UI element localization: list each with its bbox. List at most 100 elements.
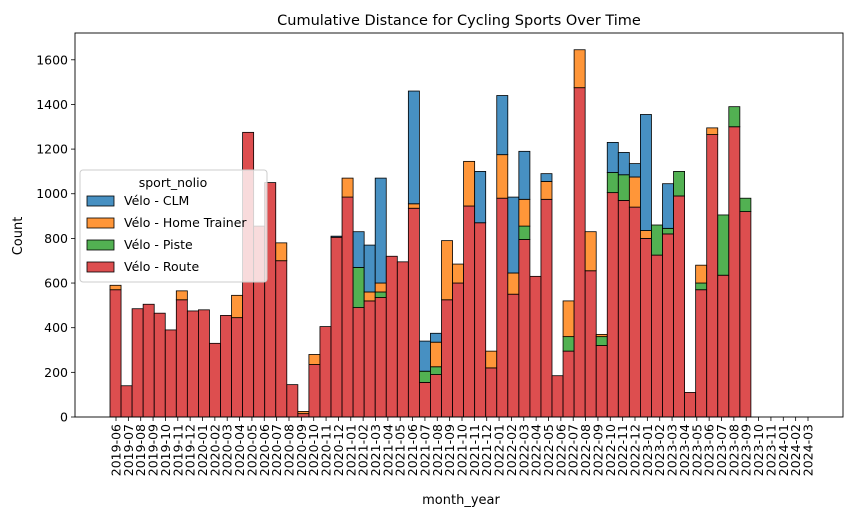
bar-segment [662,183,674,229]
x-tick-label: 2022-03 [516,424,531,476]
y-tick-label: 1200 [36,142,68,157]
y-tick-label: 200 [44,365,68,380]
x-tick-label: 2021-11 [467,424,482,476]
bar-segment [319,326,332,418]
bar-segment [109,284,122,291]
bar-segment [407,90,420,205]
bar-segment [308,354,321,365]
y-tick-label: 600 [44,276,68,291]
x-tick-label: 2022-10 [603,424,618,476]
bar-segment [673,171,685,197]
x-tick-label: 2023-11 [763,424,778,476]
legend-swatch [86,239,115,251]
bar-segment [706,134,719,418]
bar-segment [562,300,575,338]
bar-segment [617,200,630,418]
bar-segment [518,225,531,240]
x-tick-label: 2022-02 [504,424,519,476]
bar-segment [595,333,608,338]
x-tick-label: 2019-11 [170,424,185,476]
bar-segment [352,307,365,418]
bars-layer [109,49,752,418]
bar-segment [363,291,376,302]
y-tick-label: 1400 [36,97,68,112]
bar-segment [374,177,387,284]
x-tick-label: 2022-07 [566,424,581,476]
bar-segment [606,172,619,194]
bar-segment [562,350,575,418]
bar-segment [407,207,420,418]
legend: sport_nolio Vélo - CLM Vélo - Home Traine… [79,169,268,283]
bar-segment [496,154,509,199]
x-tick-label: 2023-06 [702,424,717,476]
bar-segment [662,227,674,235]
bar-segment [131,308,144,418]
x-tick-label: 2022-06 [553,424,568,476]
x-tick-label: 2023-03 [665,424,680,476]
bar-segment [430,341,442,368]
bar-segment [474,171,487,224]
bar-segment [595,345,608,418]
x-tick-label: 2019-10 [158,424,173,476]
bar-segment [728,126,741,418]
x-tick-label: 2021-05 [393,424,408,476]
x-tick-label: 2021-10 [455,424,470,476]
bar-segment [628,206,641,418]
bar-segment [485,350,498,369]
bar-segment [640,230,652,239]
bar-segment [297,413,310,418]
x-tick-label: 2020-07 [269,424,284,476]
y-tick-label: 400 [44,320,68,335]
bar-segment [220,315,232,418]
y-tick-label: 800 [44,231,68,246]
x-tick-label: 2020-05 [244,424,259,476]
x-tick-label: 2022-11 [615,424,630,476]
bar-segment [651,254,663,418]
x-tick-label: 2022-09 [590,424,605,476]
bar-segment [374,297,387,418]
bar-segment [728,106,741,128]
x-tick-label: 2020-08 [282,424,297,476]
bar-segment [396,261,409,418]
x-axis: 2019-062019-072019-082019-092019-102019-… [109,417,816,476]
bar-segment [209,342,221,418]
x-tick-label: 2021-06 [405,424,420,476]
bar-segment [452,263,464,284]
bar-segment [374,291,387,298]
bar-segment [662,233,674,418]
bar-segment [109,289,122,418]
bar-segment [430,332,442,343]
bar-segment [142,303,155,418]
bar-segment [518,198,531,227]
bar-segment [507,293,520,418]
bar-segment [120,385,133,418]
bar-segment [573,49,586,89]
bar-segment [496,197,509,418]
bar-segment [717,214,730,276]
legend-swatch [86,261,115,273]
bar-segment [628,163,641,178]
bar-segment [308,364,321,418]
bar-segment [164,329,177,418]
bar-segment [153,312,166,418]
x-tick-label: 2023-05 [689,424,704,476]
bar-segment [418,370,431,383]
x-tick-label: 2019-08 [133,424,148,476]
bar-segment [352,231,365,268]
x-tick-label: 2020-09 [294,424,309,476]
bar-segment [231,317,244,418]
bar-segment [640,237,652,418]
bar-segment [507,196,520,274]
bar-segment [463,160,476,207]
bar-segment [540,173,553,182]
bar-segment [695,282,708,291]
bar-segment [562,336,575,352]
bar-segment [341,196,354,418]
x-tick-label: 2019-07 [121,424,136,476]
x-tick-label: 2021-03 [368,424,383,476]
x-tick-label: 2024-03 [801,424,816,476]
bar-segment [430,374,442,418]
legend-title: sport_nolio [139,175,208,190]
x-tick-label: 2023-04 [677,424,692,476]
